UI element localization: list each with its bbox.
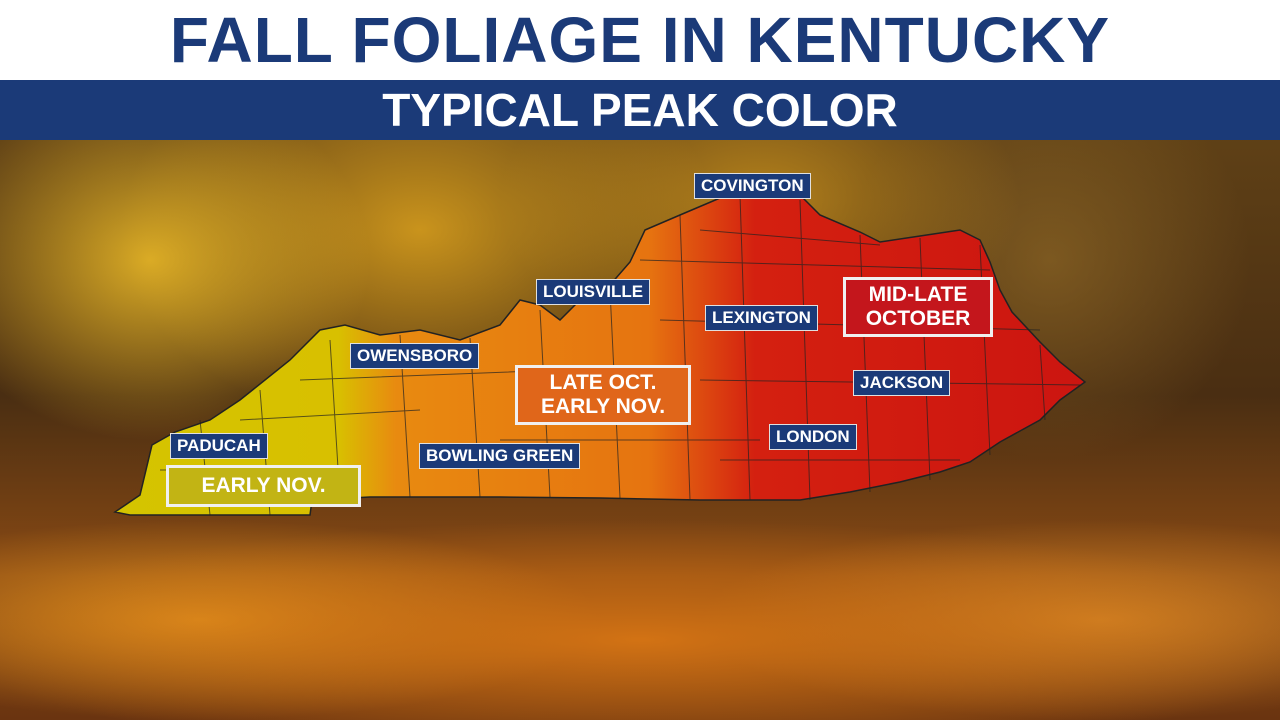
region-label-early-nov: EARLY NOV. bbox=[166, 465, 361, 507]
page-subtitle: TYPICAL PEAK COLOR bbox=[382, 84, 898, 136]
region-label-line: EARLY NOV. bbox=[540, 395, 666, 418]
city-label-london: LONDON bbox=[769, 424, 857, 450]
page-title: FALL FOLIAGE IN KENTUCKY bbox=[169, 4, 1111, 76]
city-label-lexington: LEXINGTON bbox=[705, 305, 818, 331]
region-label-line: OCTOBER bbox=[865, 307, 971, 330]
region-label-line: EARLY NOV. bbox=[201, 474, 326, 497]
region-label-line: LATE OCT. bbox=[549, 371, 657, 394]
region-label-late-oct-early-nov: LATE OCT. EARLY NOV. bbox=[515, 365, 691, 425]
city-label-louisville: LOUISVILLE bbox=[536, 279, 651, 305]
city-label-paducah: PADUCAH bbox=[170, 433, 268, 459]
city-label-covington: COVINGTON bbox=[694, 173, 811, 199]
region-label-mid-late-october: MID-LATE OCTOBER bbox=[843, 277, 993, 337]
subtitle-band: TYPICAL PEAK COLOR bbox=[0, 80, 1280, 140]
region-label-line: MID-LATE bbox=[868, 283, 968, 306]
city-label-jackson: JACKSON bbox=[853, 370, 951, 396]
title-band: FALL FOLIAGE IN KENTUCKY bbox=[0, 0, 1280, 80]
city-label-bowling-green: BOWLING GREEN bbox=[419, 443, 581, 469]
city-label-owensboro: OWENSBORO bbox=[350, 343, 480, 369]
